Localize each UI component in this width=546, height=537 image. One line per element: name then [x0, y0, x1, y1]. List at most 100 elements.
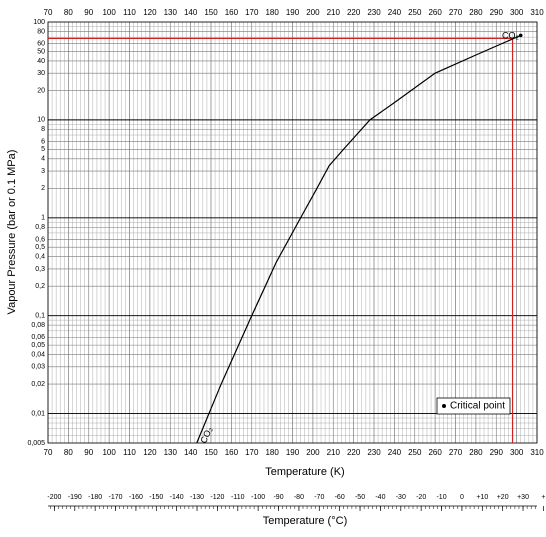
- x2-tick-label: -130: [190, 494, 204, 501]
- x-tick-label: 270: [449, 8, 463, 17]
- x-tick-label: 180: [265, 8, 279, 17]
- x-tick-label: 150: [204, 8, 218, 17]
- x-tick-label: 160: [225, 8, 239, 17]
- x-tick-label: 110: [123, 448, 136, 457]
- x-tick-label: 220: [347, 448, 361, 457]
- y-tick-label: 0,005: [27, 440, 45, 447]
- x-tick-label: 80: [64, 448, 73, 457]
- x2-tick-label: -40: [375, 494, 385, 501]
- x2-tick-label: -160: [129, 494, 143, 501]
- x-tick-label: 90: [84, 8, 93, 17]
- x2-tick-label: -20: [416, 494, 426, 501]
- y-tick-label: 3: [41, 168, 45, 175]
- x-tick-label: 200: [306, 8, 320, 17]
- y-axis-label: Vapour Pressure (bar or 0.1 MPa): [6, 150, 18, 315]
- y-tick-label: 50: [37, 48, 45, 55]
- y-tick-label: 0,6: [35, 236, 45, 243]
- critical-point: [518, 33, 523, 38]
- x-tick-label: 290: [490, 448, 504, 457]
- x-tick-label: 140: [184, 448, 198, 457]
- y-tick-label: 0,02: [31, 381, 45, 388]
- x-tick-label: 100: [102, 8, 116, 17]
- x2-tick-label: -50: [355, 494, 365, 501]
- legend-marker: [442, 404, 446, 408]
- y-tick-label: 0,3: [35, 266, 45, 273]
- x-axis-label: Temperature (K): [265, 466, 344, 478]
- x-tick-label: 80: [64, 8, 73, 17]
- x2-tick-label: -60: [335, 494, 345, 501]
- x-tick-label: 280: [469, 448, 483, 457]
- x-tick-label: 190: [286, 8, 300, 17]
- x-tick-label: 200: [306, 448, 320, 457]
- y-tick-label: 0,8: [35, 224, 45, 231]
- x2-tick-label: -30: [396, 494, 406, 501]
- y-tick-label: 8: [41, 126, 45, 133]
- y-tick-label: 2: [41, 185, 45, 192]
- x-tick-label: 130: [164, 8, 178, 17]
- y-tick-label: 10: [37, 117, 45, 124]
- y-tick-label: 0,2: [35, 283, 45, 290]
- x-tick-label: 90: [84, 448, 93, 457]
- x2-axis-label: Temperature (°C): [263, 515, 347, 527]
- x2-tick-label: -100: [251, 494, 265, 501]
- x2-tick-label: -200: [47, 494, 61, 501]
- x-tick-label: 70: [44, 8, 53, 17]
- y-tick-label: 0,05: [31, 342, 45, 349]
- y-tick-label: 0,06: [31, 334, 45, 341]
- x-tick-label: 140: [184, 8, 198, 17]
- x2-tick-label: 0: [460, 494, 464, 501]
- x-tick-label: 220: [347, 8, 361, 17]
- y-tick-label: 0,03: [31, 364, 45, 371]
- x-tick-label: 260: [428, 8, 442, 17]
- x-tick-label: 300: [510, 448, 524, 457]
- x-tick-label: 310: [530, 448, 544, 457]
- y-tick-label: 20: [37, 87, 45, 94]
- y-tick-label: 60: [37, 41, 45, 48]
- y-tick-label: 5: [41, 146, 45, 153]
- x-tick-label: 170: [245, 8, 259, 17]
- x2-tick-label: -80: [294, 494, 304, 501]
- legend-label: Critical point: [450, 401, 505, 412]
- x-tick-label: 230: [367, 8, 381, 17]
- y-tick-label: 40: [37, 58, 45, 65]
- x-tick-label: 230: [367, 448, 381, 457]
- x-tick-label: 300: [510, 8, 524, 17]
- x-tick-label: 130: [164, 448, 178, 457]
- y-tick-label: 80: [37, 28, 45, 35]
- x2-tick-label: +20: [497, 494, 509, 501]
- x-tick-label: 150: [204, 448, 218, 457]
- x2-tick-label: -150: [149, 494, 163, 501]
- x-tick-label: 190: [286, 448, 300, 457]
- x-tick-label: 70: [44, 448, 53, 457]
- y-tick-label: 100: [33, 19, 45, 26]
- x2-tick-label: -180: [88, 494, 102, 501]
- x-tick-label: 280: [469, 8, 483, 17]
- x-tick-label: 210: [327, 448, 341, 457]
- y-tick-label: 1: [41, 215, 45, 222]
- x-tick-label: 240: [388, 448, 402, 457]
- x2-tick-label: -10: [436, 494, 446, 501]
- x2-tick-label: -120: [210, 494, 224, 501]
- x-tick-label: 180: [265, 448, 279, 457]
- x-tick-label: 240: [388, 8, 402, 17]
- x-tick-label: 210: [327, 8, 341, 17]
- x2-tick-label: +: [541, 494, 545, 501]
- curve: [196, 34, 521, 444]
- x-tick-label: 250: [408, 448, 422, 457]
- x2-tick-label: -70: [314, 494, 324, 501]
- y-tick-label: 0,08: [31, 322, 45, 329]
- x-tick-label: 160: [225, 448, 239, 457]
- x-tick-label: 120: [143, 8, 157, 17]
- x2-tick-label: -90: [273, 494, 283, 501]
- legend-box: [436, 397, 511, 415]
- y-tick-label: 4: [41, 156, 45, 163]
- plot-frame: [47, 21, 538, 444]
- x-tick-label: 270: [449, 448, 463, 457]
- x2-tick-label: -170: [109, 494, 123, 501]
- x-tick-label: 100: [102, 448, 116, 457]
- x2-tick-label: +10: [476, 494, 488, 501]
- y-tick-label: 6: [41, 138, 45, 145]
- x2-tick-label: -190: [68, 494, 82, 501]
- y-tick-label: 0,04: [31, 351, 45, 358]
